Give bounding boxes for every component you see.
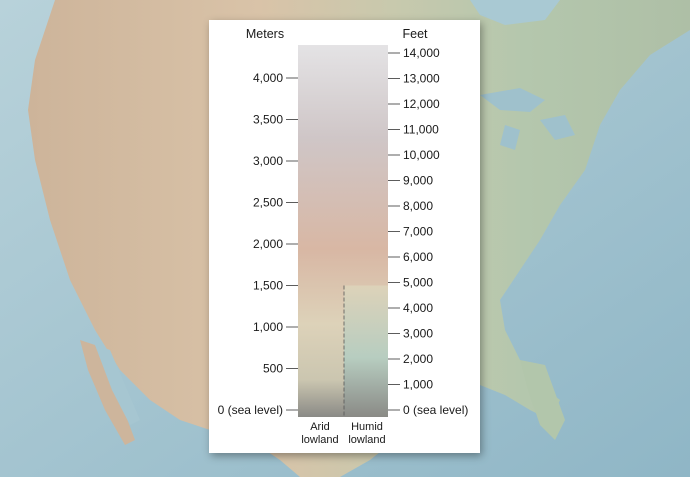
feet-tick-label: 7,000 bbox=[403, 225, 433, 239]
meters-tick-label: 1,000 bbox=[253, 320, 283, 334]
meters-unit-label: Meters bbox=[246, 27, 284, 41]
feet-tick-label: 8,000 bbox=[403, 199, 433, 213]
humid-lowland-color-bar bbox=[344, 285, 388, 417]
humid-lowland-label-line1: Humid bbox=[351, 421, 383, 433]
meters-axis: 0 (sea level) 500 1,000 1,500 2,000 2,500 3,00… bbox=[218, 71, 298, 417]
feet-tick-label: 11,000 bbox=[403, 123, 439, 137]
feet-tick-label: 1,000 bbox=[403, 378, 433, 392]
feet-tick-label: 9,000 bbox=[403, 174, 433, 188]
meters-tick-label: 4,000 bbox=[253, 71, 283, 85]
meters-tick-label: 1,500 bbox=[253, 279, 283, 293]
feet-tick-label: 4,000 bbox=[403, 301, 433, 315]
meters-tick-label: 2,500 bbox=[253, 196, 283, 210]
feet-tick-label: 3,000 bbox=[403, 327, 433, 341]
feet-tick-label: 12,000 bbox=[403, 97, 440, 111]
elevation-scale: Meters Feet 0 (sea level) 500 1,000 1,500 2,… bbox=[218, 27, 469, 446]
feet-axis: 0 (sea level) 1,000 2,000 3,000 4,000 5,000 6,… bbox=[388, 46, 468, 417]
humid-lowland-label-line2: lowland bbox=[348, 434, 385, 446]
arid-lowland-label-line1: Arid bbox=[310, 421, 330, 433]
baja-peninsula bbox=[80, 340, 135, 445]
meters-tick-label: 500 bbox=[263, 362, 283, 376]
feet-tick-label: 5,000 bbox=[403, 276, 433, 290]
florida-peninsula bbox=[520, 360, 565, 440]
meters-tick-label: 3,000 bbox=[253, 154, 283, 168]
meters-tick-label: 2,000 bbox=[253, 237, 283, 251]
feet-tick-label: 14,000 bbox=[403, 46, 440, 60]
feet-unit-label: Feet bbox=[402, 27, 428, 41]
elevation-legend-panel: Meters Feet 0 (sea level) 500 1,000 1,500 2,… bbox=[209, 20, 480, 453]
feet-tick-label: 10,000 bbox=[403, 148, 440, 162]
arid-lowland-label-line2: lowland bbox=[301, 434, 338, 446]
great-lakes bbox=[480, 88, 575, 150]
feet-tick-label: 2,000 bbox=[403, 352, 433, 366]
feet-tick-label: 13,000 bbox=[403, 72, 440, 86]
feet-tick-label: 6,000 bbox=[403, 250, 433, 264]
gulf-of-california bbox=[95, 345, 140, 425]
meters-tick-label: 0 (sea level) bbox=[218, 403, 283, 417]
feet-tick-label: 0 (sea level) bbox=[403, 403, 468, 417]
hudson-bay-water bbox=[470, 0, 560, 25]
meters-tick-label: 3,500 bbox=[253, 113, 283, 127]
